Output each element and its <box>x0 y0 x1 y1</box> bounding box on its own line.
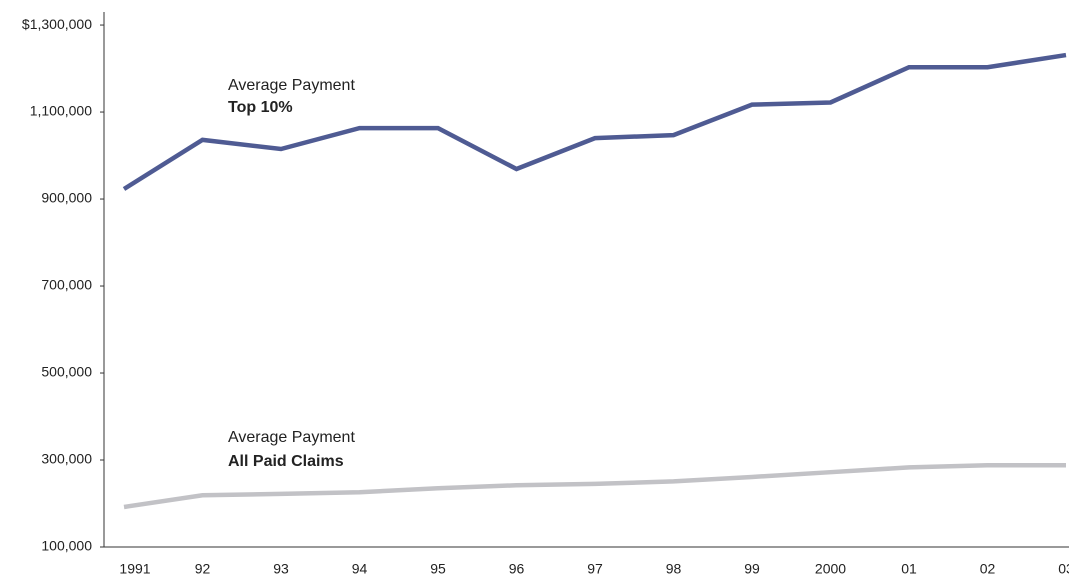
annotation-label: Average Payment <box>228 77 355 94</box>
x-tick-label: 98 <box>666 561 682 577</box>
y-tick-label: $1,300,000 <box>22 16 92 32</box>
y-tick-label: 1,100,000 <box>30 103 92 119</box>
annotation-label: Average Payment <box>228 429 355 446</box>
y-tick-label: 700,000 <box>41 277 92 293</box>
series-name: All Paid Claims <box>228 453 344 470</box>
y-tick-label: 300,000 <box>41 451 92 467</box>
x-tick-label: 97 <box>587 561 603 577</box>
y-tick-label: 900,000 <box>41 190 92 206</box>
x-tick-label: 96 <box>509 561 525 577</box>
x-tick-label: 95 <box>430 561 446 577</box>
series-line <box>122 52 1067 191</box>
x-tick-label: 93 <box>273 561 289 577</box>
y-tick-label: 500,000 <box>41 364 92 380</box>
x-tick-label: 02 <box>980 561 996 577</box>
series-line <box>123 462 1066 510</box>
x-tick-label: 2000 <box>815 561 846 577</box>
x-tick-label: 92 <box>195 561 211 577</box>
series-name: Top 10% <box>228 99 293 116</box>
x-tick-label: 94 <box>352 561 368 577</box>
x-tick-label: 99 <box>744 561 760 577</box>
x-tick-label: 01 <box>901 561 917 577</box>
y-tick-label: 100,000 <box>41 538 92 554</box>
x-tick-label: 1991 <box>119 561 150 577</box>
x-tick-label: 03 <box>1058 561 1069 577</box>
